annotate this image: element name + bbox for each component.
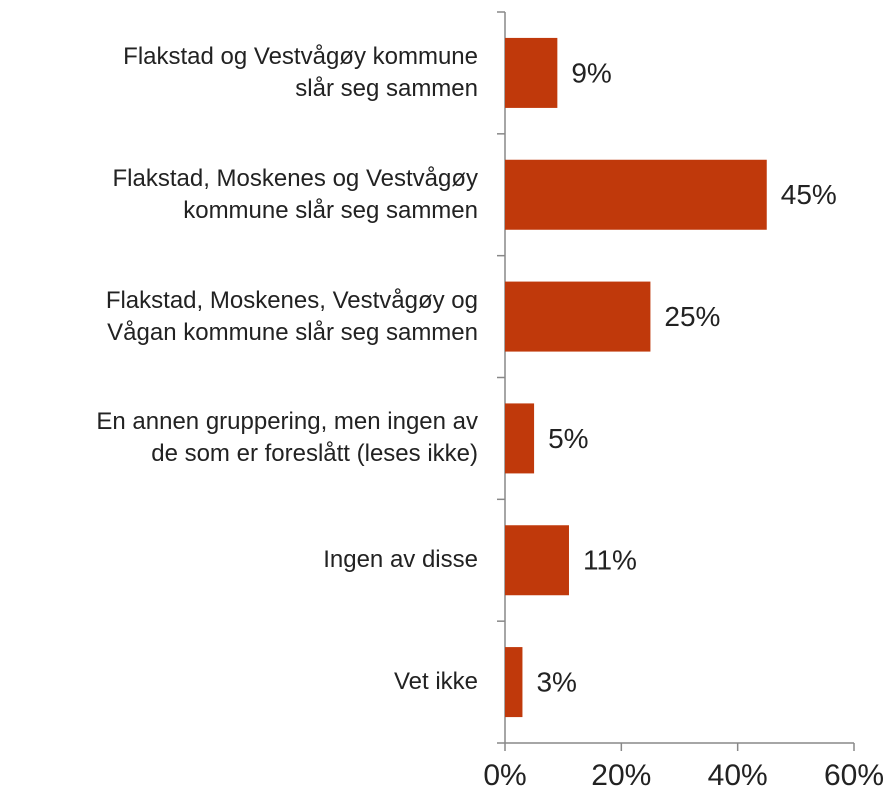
category-label: En annen gruppering, men ingen av de som… [96,408,478,468]
x-tick-label: 40% [708,759,768,792]
category-label: Flakstad og Vestvågøy kommune slår seg s… [123,42,478,102]
bar [505,647,523,718]
category-label: Ingen av disse [323,546,478,574]
x-tick-label: 20% [591,759,651,792]
bar [505,37,558,108]
value-label: 25% [664,301,720,332]
bar [505,159,767,230]
category-label: Flakstad, Moskenes, Vestvågøy og Vågan k… [105,286,478,346]
x-tick-label: 60% [824,759,884,792]
value-label: 3% [536,666,576,697]
bar [505,403,535,474]
value-label: 45% [781,179,837,210]
bar [505,525,569,596]
x-tick-label: 0% [483,759,526,792]
value-label: 9% [571,57,611,88]
bar [505,281,651,352]
category-label: Vet ikke [393,668,478,696]
category-label: Flakstad, Moskenes og Vestvågøy kommune … [112,164,478,224]
value-label: 5% [548,423,588,454]
value-label: 11% [583,545,637,576]
